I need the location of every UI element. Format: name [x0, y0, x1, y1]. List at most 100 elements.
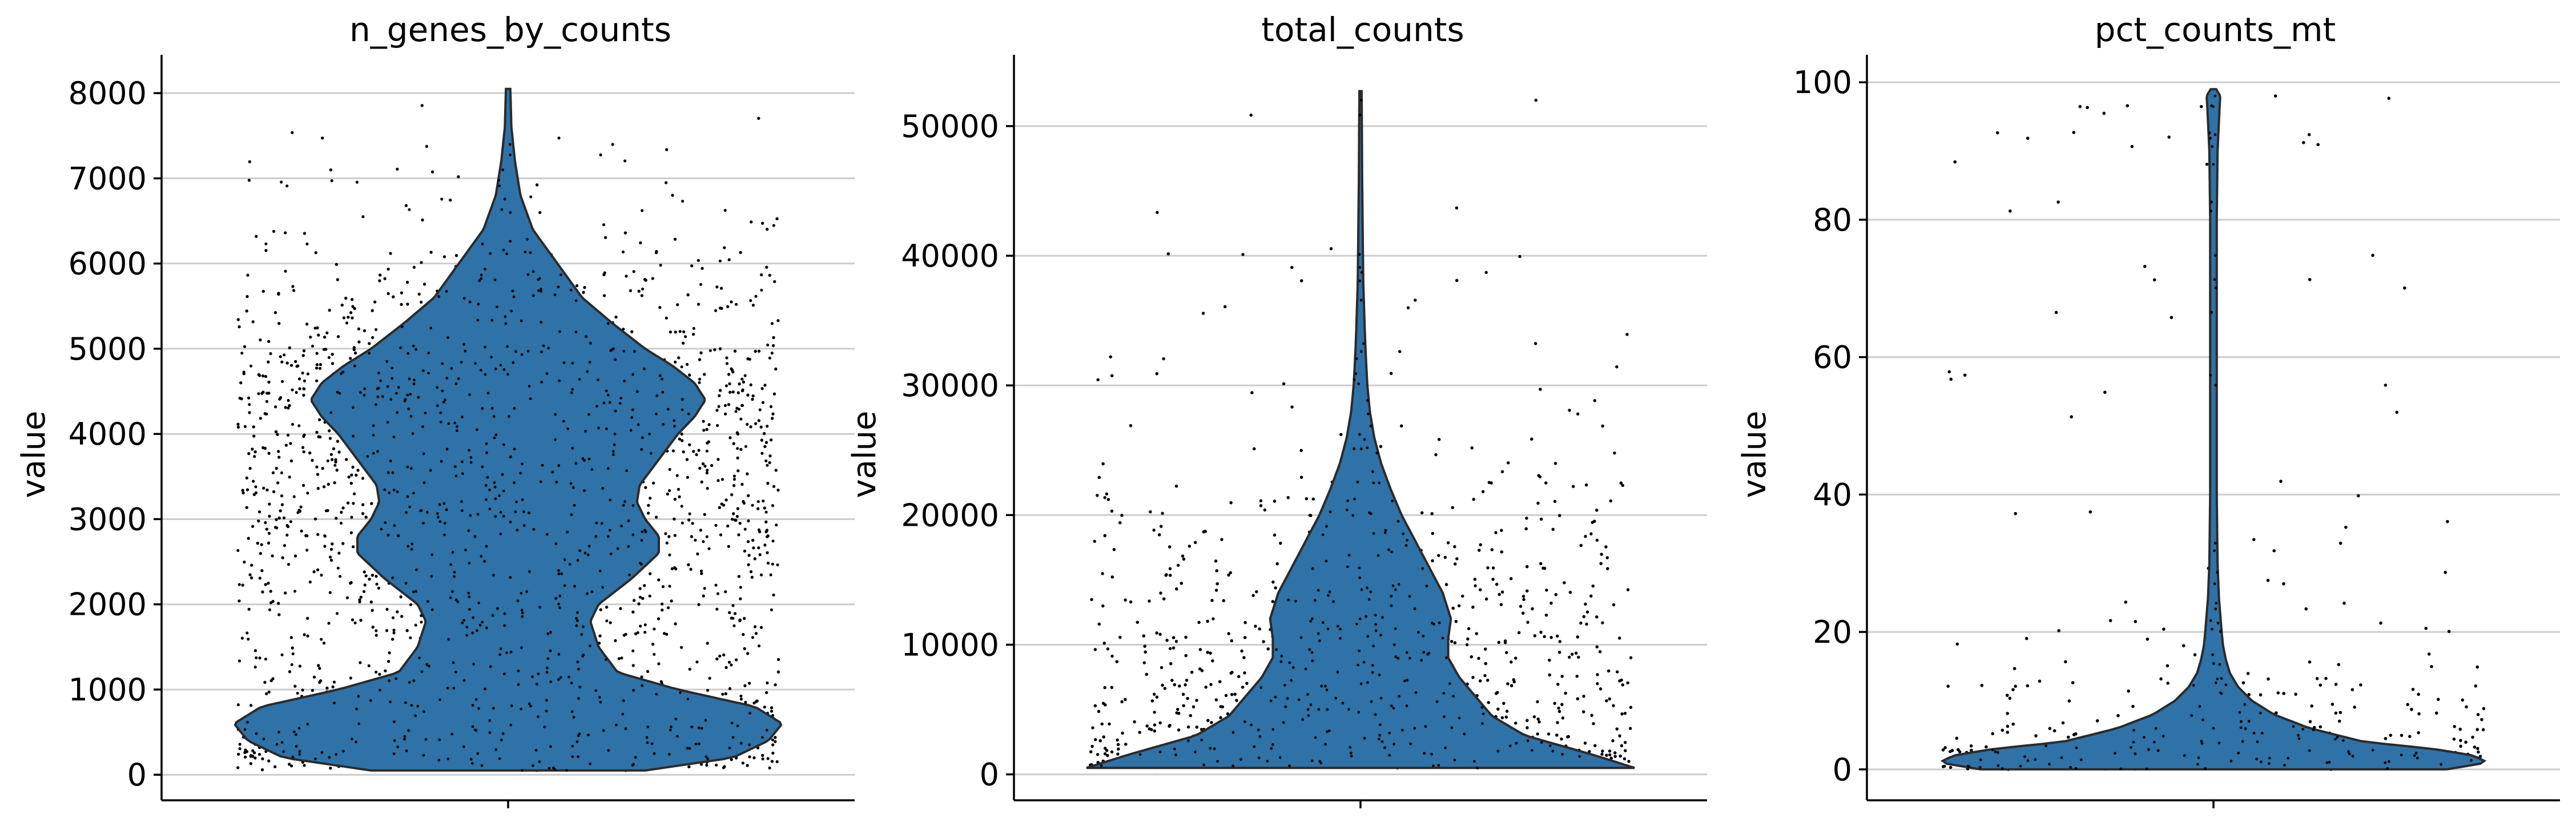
- data-point: [298, 377, 301, 381]
- data-point: [308, 581, 312, 584]
- data-point: [765, 529, 768, 532]
- data-point: [623, 231, 627, 235]
- data-point: [763, 543, 767, 547]
- data-point: [460, 509, 464, 512]
- data-point: [389, 398, 393, 401]
- data-point: [746, 652, 750, 655]
- data-point: [723, 208, 727, 212]
- data-point: [392, 628, 396, 632]
- data-point: [485, 451, 488, 454]
- data-point: [735, 406, 739, 410]
- data-point: [494, 433, 498, 436]
- data-point: [403, 738, 406, 741]
- data-point: [678, 495, 681, 499]
- data-point: [764, 520, 768, 524]
- data-point: [430, 575, 433, 578]
- data-point: [700, 480, 703, 484]
- data-point: [245, 488, 249, 491]
- data-point: [291, 652, 295, 655]
- data-point: [759, 425, 763, 429]
- data-point: [480, 277, 483, 280]
- data-point: [733, 612, 737, 615]
- data-point: [751, 538, 755, 542]
- data-point: [298, 750, 301, 753]
- data-point: [744, 445, 747, 448]
- data-point: [718, 389, 722, 392]
- data-point: [333, 702, 336, 704]
- data-point: [549, 745, 552, 748]
- data-point: [492, 707, 495, 710]
- data-point: [576, 660, 579, 664]
- data-point: [608, 401, 611, 404]
- data-point: [731, 518, 734, 521]
- data-point: [493, 278, 497, 281]
- data-point: [505, 252, 508, 256]
- data-point: [238, 659, 242, 663]
- data-point: [329, 558, 333, 562]
- data-point: [353, 492, 356, 495]
- data-point: [409, 636, 412, 639]
- data-point: [245, 309, 248, 313]
- data-point: [494, 497, 497, 501]
- data-point: [240, 352, 244, 355]
- data-point: [447, 638, 450, 641]
- data-point: [758, 408, 762, 412]
- data-point: [718, 307, 722, 310]
- data-point: [287, 406, 290, 410]
- data-point: [732, 474, 736, 478]
- data-point: [520, 353, 524, 356]
- data-point: [764, 441, 768, 444]
- data-point: [604, 658, 607, 661]
- data-point: [771, 412, 775, 416]
- data-point: [370, 502, 373, 505]
- data-point: [284, 269, 287, 273]
- data-point: [728, 687, 732, 690]
- data-point: [282, 750, 285, 753]
- data-point: [738, 618, 742, 622]
- data-point: [336, 440, 340, 443]
- data-point: [298, 753, 301, 756]
- data-point: [528, 570, 531, 573]
- data-point: [302, 387, 305, 390]
- data-point: [736, 507, 739, 510]
- data-point: [728, 747, 731, 750]
- data-point: [388, 679, 391, 682]
- data-point: [345, 458, 348, 461]
- data-point: [532, 527, 536, 531]
- data-point: [765, 728, 768, 732]
- data-point: [726, 305, 730, 308]
- data-point: [349, 582, 352, 585]
- data-point: [708, 676, 711, 680]
- data-point: [614, 639, 617, 642]
- data-point: [352, 346, 356, 349]
- data-point: [446, 687, 449, 690]
- data-point: [406, 465, 409, 469]
- data-point: [687, 563, 690, 567]
- data-point: [478, 279, 481, 283]
- data-point: [276, 481, 280, 485]
- data-point: [449, 596, 452, 599]
- data-point: [269, 352, 272, 356]
- data-point: [528, 702, 531, 706]
- data-point: [292, 730, 296, 734]
- data-point: [775, 217, 779, 220]
- data-point: [771, 344, 775, 348]
- data-point: [422, 522, 425, 525]
- data-point: [453, 571, 456, 574]
- data-point: [391, 377, 394, 380]
- data-point: [243, 345, 247, 348]
- data-point: [522, 510, 525, 513]
- data-point: [462, 679, 466, 682]
- data-point: [776, 319, 780, 323]
- data-point: [355, 473, 358, 477]
- data-point: [674, 331, 677, 334]
- data-point: [673, 517, 676, 521]
- data-point: [737, 575, 740, 578]
- data-point: [678, 437, 681, 441]
- data-point: [400, 615, 404, 618]
- data-point: [594, 535, 598, 538]
- data-point: [442, 502, 446, 505]
- data-point: [748, 743, 751, 747]
- data-point: [430, 608, 434, 611]
- data-point: [481, 407, 484, 410]
